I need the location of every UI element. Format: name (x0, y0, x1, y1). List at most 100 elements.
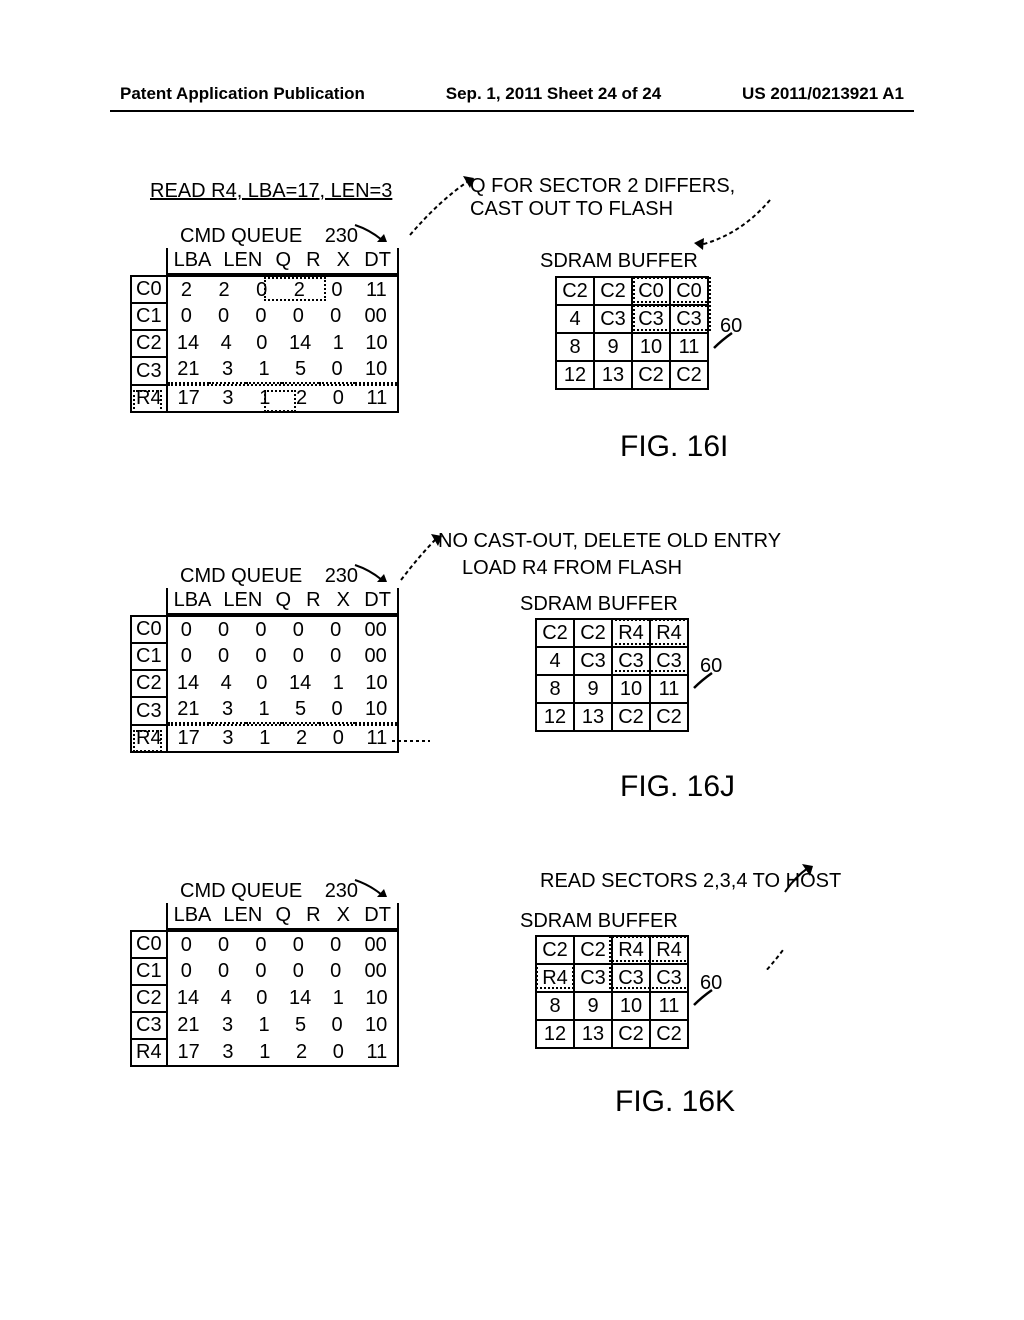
cell: 10 (356, 671, 397, 696)
page-header: Patent Application Publication Sep. 1, 2… (0, 84, 1024, 104)
cell: 3 (209, 697, 246, 723)
dotted-c3-k (609, 963, 689, 989)
buffer-cell: 8 (556, 333, 594, 361)
buffer-label-i: SDRAM BUFFER (540, 250, 698, 273)
cell: 10 (355, 357, 397, 383)
cell: 3 (209, 1013, 246, 1038)
arrow-note-j (395, 530, 455, 590)
cell: 1 (246, 697, 283, 723)
row-label: C0 (131, 931, 167, 958)
cell: 1 (320, 671, 356, 696)
cell: 0 (280, 618, 317, 643)
cell: 0 (317, 618, 354, 643)
dotted-c3-buffer-i (633, 305, 711, 331)
cell: 2 (205, 278, 243, 303)
cell: 00 (354, 933, 397, 958)
cell: 00 (354, 618, 397, 643)
cell: 00 (354, 959, 397, 984)
cell: 4 (208, 671, 244, 696)
cell: 0 (242, 933, 279, 958)
buffer-cell: C2 (632, 361, 670, 389)
col-header: LEN (217, 903, 268, 929)
buffer-cell: C2 (650, 703, 688, 731)
buffer-cell: 13 (594, 361, 632, 389)
cell: 14 (280, 671, 321, 696)
cell: 14 (168, 986, 209, 1011)
cell: 0 (205, 959, 242, 984)
col-header: Q (268, 248, 298, 274)
cell: 3 (210, 726, 247, 751)
dotted-r4-top-k (609, 936, 689, 962)
cell: 11 (357, 386, 397, 411)
panel-16i-read-title: READ R4, LBA=17, LEN=3 (150, 180, 392, 203)
col-header: LBA (168, 248, 218, 274)
buffer-cell: C2 (650, 1020, 688, 1048)
cell: 14 (168, 671, 209, 696)
note-j: NO CAST-OUT, DELETE OLD ENTRY LOAD R4 FR… (438, 530, 781, 580)
cell: 0 (168, 304, 205, 329)
buffer-cell: 8 (536, 675, 574, 703)
cmd-queue-label-i: CMD QUEUE 230 (180, 225, 358, 248)
buffer-cell: C2 (556, 277, 594, 305)
arrow-r4-dots-j (390, 735, 450, 755)
buffer-cell: 9 (574, 675, 612, 703)
row-label: C3 (131, 697, 167, 725)
buffer-cell: 4 (556, 305, 594, 333)
buffer-cell: C3 (574, 964, 612, 992)
buffer-cell: C2 (594, 277, 632, 305)
cell: 4 (208, 331, 244, 356)
dotted-q-c0-i (264, 277, 326, 301)
col-header: Q (268, 903, 298, 929)
buffer-cell: C2 (536, 936, 574, 964)
cell: 0 (320, 1040, 357, 1065)
header-center: Sep. 1, 2011 Sheet 24 of 24 (446, 84, 661, 104)
cell: 10 (356, 331, 397, 356)
dotted-r4-buffer-j (611, 619, 689, 645)
cell: 0 (168, 933, 205, 958)
cell: 3 (210, 1040, 247, 1065)
col-header: LBA (168, 588, 218, 614)
arrow-ref-j (350, 560, 390, 585)
cell: 21 (168, 357, 210, 383)
dotted-r4-left-k (536, 963, 574, 989)
cell: 0 (242, 644, 279, 669)
cell: 0 (280, 933, 317, 958)
cell: 4 (208, 986, 244, 1011)
cell: 11 (357, 1040, 397, 1065)
cell: 0 (244, 331, 280, 356)
arrow-host-k (780, 862, 820, 902)
cell: 10 (355, 697, 397, 723)
buffer-cell: 12 (536, 1020, 574, 1048)
cmd-queue-table-i: LBALENQRXDTC02202011C10000000C2144014110… (130, 248, 399, 413)
cmd-queue-label-k: CMD QUEUE 230 (180, 880, 358, 903)
row-label: C3 (131, 357, 167, 385)
cell: 10 (356, 986, 397, 1011)
buffer-cell: C2 (574, 936, 612, 964)
cmd-queue-label-j: CMD QUEUE 230 (180, 565, 358, 588)
row-label: C0 (131, 616, 167, 643)
read-title: READ R4, LBA=17, LEN=3 (150, 180, 392, 202)
cell: 0 (317, 644, 354, 669)
arrow-castout-i (690, 195, 780, 255)
col-header: LEN (217, 588, 268, 614)
cell: 1 (246, 357, 283, 383)
arrow-60-j (690, 668, 720, 693)
col-header: LBA (168, 903, 218, 929)
cell: 0 (320, 726, 357, 751)
cell: 5 (282, 1013, 319, 1038)
col-header: R (298, 588, 328, 614)
cell: 0 (280, 304, 317, 329)
buffer-cell: 9 (574, 992, 612, 1020)
arrow-60-k (690, 985, 720, 1010)
cell: 0 (280, 959, 317, 984)
cell: 0 (205, 618, 242, 643)
row-label: C2 (131, 670, 167, 697)
arrow-note-k (688, 940, 798, 970)
col-header: X (328, 588, 358, 614)
col-header: LEN (217, 248, 268, 274)
cell: 00 (354, 304, 397, 329)
buffer-label-j: SDRAM BUFFER (520, 593, 678, 616)
cell: 0 (168, 644, 205, 669)
fig-label-k: FIG. 16K (615, 1085, 735, 1119)
header-left: Patent Application Publication (120, 84, 365, 104)
